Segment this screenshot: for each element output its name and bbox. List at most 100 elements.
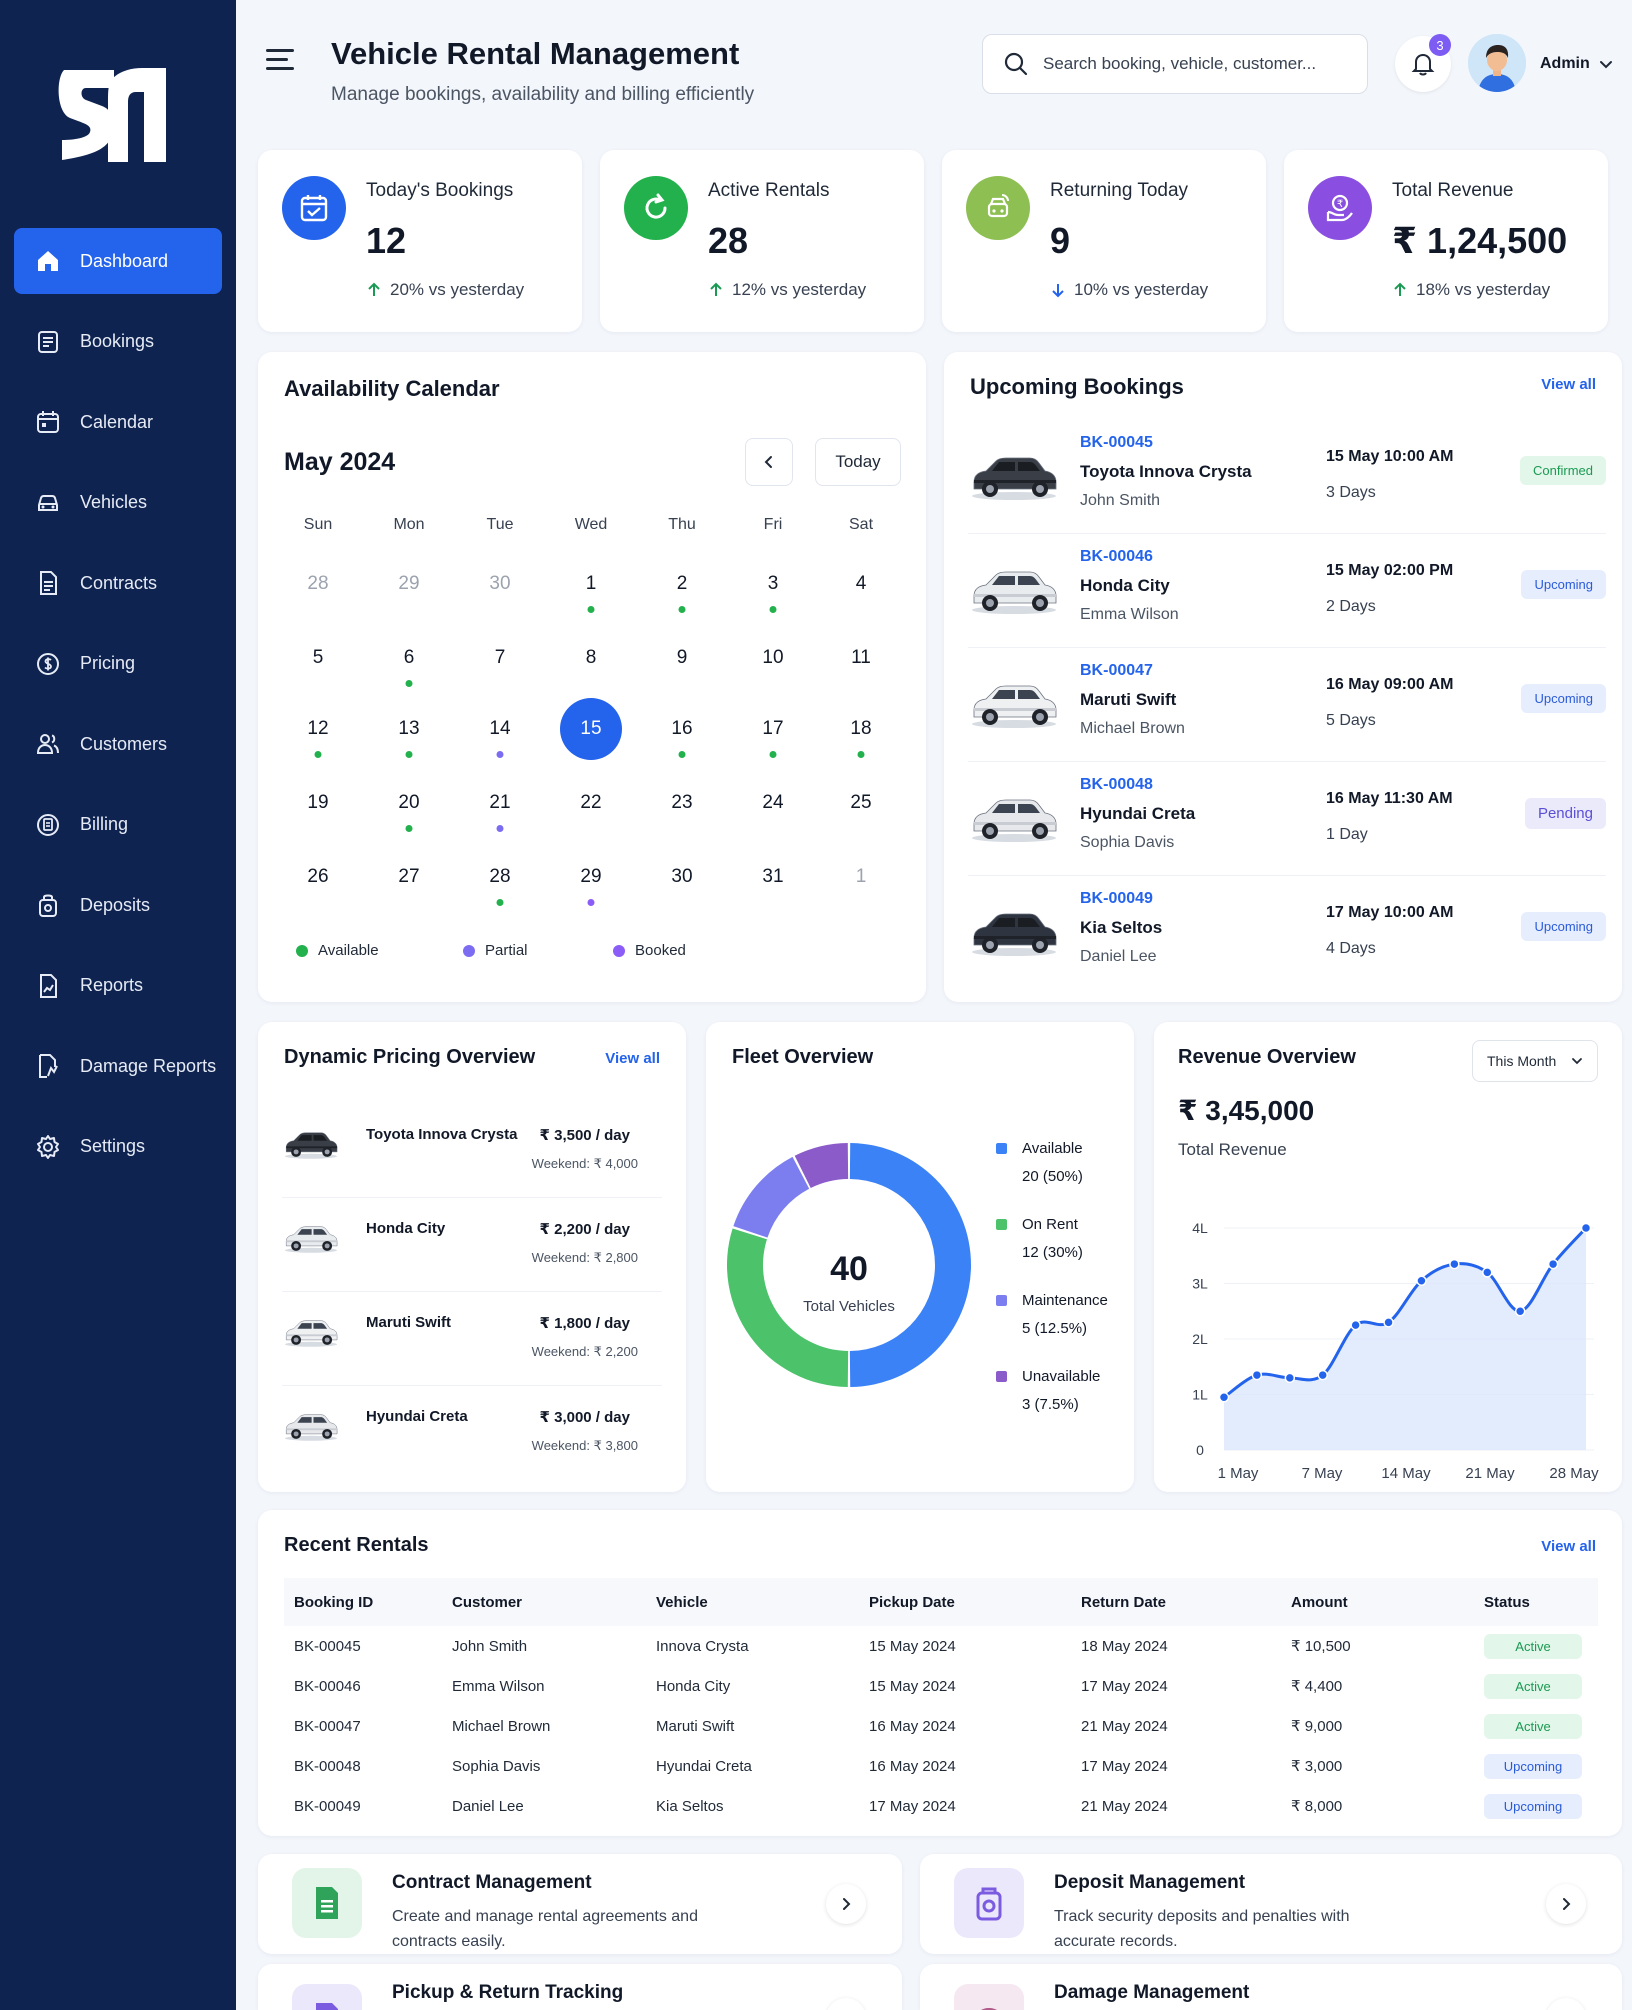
calendar-day[interactable]: 18: [850, 718, 872, 739]
calendar-prev-button[interactable]: [745, 438, 793, 486]
calendar-day[interactable]: 30: [671, 866, 693, 887]
table-row[interactable]: BK-00049 Daniel Lee Kia Seltos 17 May 2024 2…: [284, 1786, 1598, 1826]
feature-open-button[interactable]: [826, 1884, 866, 1924]
calendar-day[interactable]: 10: [762, 647, 784, 668]
sidebar-item-customers[interactable]: Customers: [14, 711, 222, 777]
feature-card-damage-management[interactable]: Damage Management: [920, 1964, 1622, 2010]
table-row[interactable]: BK-00046 Emma Wilson Honda City 15 May 2024…: [284, 1666, 1598, 1706]
notifications-button[interactable]: 3: [1395, 34, 1451, 92]
sidebar-item-damage-reports[interactable]: Damage Reports: [14, 1033, 222, 1099]
sidebar-item-dashboard[interactable]: Dashboard: [14, 228, 222, 294]
calendar-day[interactable]: 29: [398, 573, 420, 594]
sidebar-item-reports[interactable]: Reports: [14, 953, 222, 1019]
calendar-day[interactable]: 16: [671, 718, 693, 739]
table-row[interactable]: BK-00047 Michael Brown Maruti Swift 16 May …: [284, 1706, 1598, 1746]
pricing-row[interactable]: Honda City ₹ 2,200 / day Weekend: ₹ 2,800: [282, 1198, 662, 1292]
upcoming-booking-row[interactable]: BK-00047 Maruti Swift Michael Brown 16 May …: [968, 648, 1606, 762]
booking-id-link[interactable]: BK-00046: [1080, 548, 1153, 565]
column-header[interactable]: Amount: [1281, 1578, 1474, 1626]
sidebar-item-label: Bookings: [80, 331, 155, 351]
calendar-day[interactable]: 25: [850, 792, 872, 813]
calendar-day[interactable]: 9: [676, 647, 688, 668]
calendar-day[interactable]: 4: [855, 573, 867, 594]
calendar-day[interactable]: 27: [398, 866, 420, 887]
column-header[interactable]: Customer: [442, 1578, 646, 1626]
feature-open-button[interactable]: [826, 1998, 866, 2010]
calendar-day[interactable]: 3: [767, 573, 779, 594]
sidebar-item-deposits[interactable]: Deposits: [14, 872, 222, 938]
recent-view-all-link[interactable]: View all: [1541, 1538, 1596, 1555]
calendar-today-button[interactable]: Today: [815, 438, 901, 486]
calendar-day[interactable]: 7: [494, 647, 506, 668]
calendar-day[interactable]: 8: [585, 647, 597, 668]
search-input[interactable]: [1043, 54, 1343, 74]
column-header[interactable]: Pickup Date: [859, 1578, 1071, 1626]
calendar-day[interactable]: 26: [307, 866, 329, 887]
column-header[interactable]: Status: [1474, 1578, 1598, 1626]
calendar-day[interactable]: 19: [307, 792, 329, 813]
upcoming-booking-row[interactable]: BK-00048 Hyundai Creta Sophia Davis 16 May …: [968, 762, 1606, 876]
calendar-day[interactable]: 15: [560, 698, 622, 760]
table-row[interactable]: BK-00048 Sophia Davis Hyundai Creta 16 May …: [284, 1746, 1598, 1786]
weekday-label: Tue: [486, 516, 514, 533]
sidebar-item-pricing[interactable]: Pricing: [14, 631, 222, 697]
feature-card-deposit-management[interactable]: Deposit Management Track security deposit…: [920, 1854, 1622, 1954]
pricing-row[interactable]: Toyota Innova Crysta ₹ 3,500 / day Weekend…: [282, 1104, 662, 1198]
calendar-day[interactable]: 13: [398, 718, 420, 739]
calendar-day[interactable]: 23: [671, 792, 693, 813]
calendar-day[interactable]: 31: [762, 866, 784, 887]
calendar-day[interactable]: 28: [489, 866, 511, 887]
feature-open-button[interactable]: [1546, 1998, 1586, 2010]
pricing-row[interactable]: Hyundai Creta ₹ 3,000 / day Weekend: ₹ 3,8…: [282, 1386, 662, 1480]
pricing-day-rate: ₹ 3,000 / day: [539, 1409, 631, 1426]
calendar-day[interactable]: 6: [403, 647, 415, 668]
table-row[interactable]: BK-00045 John Smith Innova Crysta 15 May 20…: [284, 1626, 1598, 1666]
hamburger-menu-icon[interactable]: [264, 46, 296, 74]
booking-id-link[interactable]: BK-00048: [1080, 776, 1153, 793]
upcoming-booking-row[interactable]: BK-00046 Honda City Emma Wilson 15 May 02:0…: [968, 534, 1606, 648]
booking-id-link[interactable]: BK-00045: [1080, 434, 1153, 451]
chevron-down-icon[interactable]: [1598, 56, 1614, 72]
booking-id-link[interactable]: BK-00047: [1080, 662, 1153, 679]
feature-open-button[interactable]: [1546, 1884, 1586, 1924]
calendar-day[interactable]: 20: [398, 792, 420, 813]
calendar-day[interactable]: 1: [855, 866, 867, 887]
column-header[interactable]: Booking ID: [284, 1578, 442, 1626]
calendar-day[interactable]: 17: [762, 718, 784, 739]
calendar-day[interactable]: 1: [585, 573, 597, 594]
sidebar-item-calendar[interactable]: Calendar: [14, 389, 222, 455]
calendar-day[interactable]: 21: [489, 792, 511, 813]
sidebar-item-contracts[interactable]: Contracts: [14, 550, 222, 616]
calendar-day[interactable]: 28: [307, 573, 329, 594]
sidebar-item-vehicles[interactable]: Vehicles: [14, 470, 222, 536]
sidebar-item-settings[interactable]: Settings: [14, 1114, 222, 1180]
calendar-day[interactable]: 29: [580, 866, 602, 887]
calendar-day[interactable]: 22: [580, 792, 602, 813]
upcoming-booking-row[interactable]: BK-00045 Toyota Innova Crysta John Smith 15…: [968, 420, 1606, 534]
calendar-day[interactable]: 14: [489, 718, 511, 739]
sidebar-item-label: Calendar: [80, 411, 154, 432]
feature-card-contract-management[interactable]: Contract Management Create and manage ren…: [258, 1854, 902, 1954]
period-select[interactable]: This Month: [1472, 1040, 1598, 1082]
calendar-day[interactable]: 12: [307, 718, 329, 739]
calendar-day[interactable]: 24: [762, 792, 784, 813]
sidebar-item-billing[interactable]: Billing: [14, 792, 222, 858]
stat-label: Active Rentals: [708, 180, 830, 201]
upcoming-view-all-link[interactable]: View all: [1541, 376, 1596, 393]
avatar[interactable]: [1468, 34, 1526, 92]
calendar-day[interactable]: 30: [489, 573, 511, 594]
column-header[interactable]: Return Date: [1071, 1578, 1281, 1626]
sidebar-item-bookings[interactable]: Bookings: [14, 309, 222, 375]
calendar-day[interactable]: 2: [676, 573, 688, 594]
calendar-day[interactable]: 5: [312, 647, 324, 668]
calendar-day[interactable]: 11: [851, 647, 871, 668]
booking-id-link[interactable]: BK-00049: [1080, 890, 1153, 907]
car-image: [282, 1124, 340, 1160]
user-name[interactable]: Admin: [1540, 55, 1590, 72]
pricing-row[interactable]: Maruti Swift ₹ 1,800 / day Weekend: ₹ 2,20…: [282, 1292, 662, 1386]
feature-title: Deposit Management: [1054, 1872, 1246, 1893]
pricing-view-all-link[interactable]: View all: [605, 1050, 660, 1067]
upcoming-booking-row[interactable]: BK-00049 Kia Seltos Daniel Lee 17 May 10:00…: [968, 876, 1606, 990]
feature-card-pickup-return-tracking[interactable]: Pickup & Return Tracking: [258, 1964, 902, 2010]
column-header[interactable]: Vehicle: [646, 1578, 859, 1626]
